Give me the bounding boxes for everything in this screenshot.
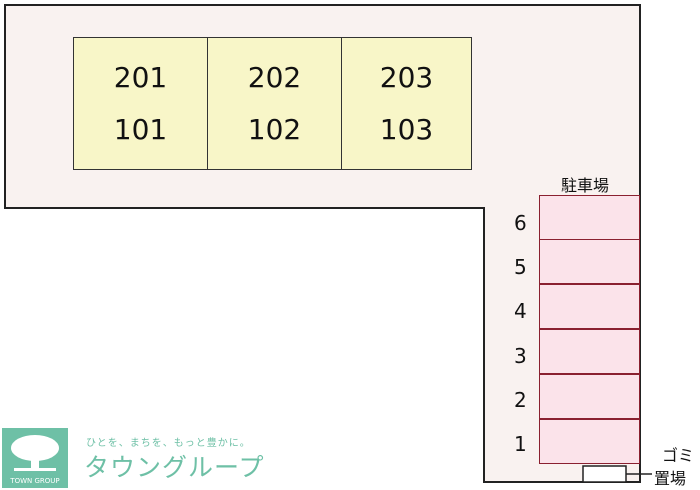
garbage-label-2: 置場 [654, 469, 687, 488]
garbage-label-1: ゴミ [662, 446, 695, 465]
parking-space [539, 419, 640, 464]
parking-number: 6 [514, 211, 527, 235]
parking-number: 1 [514, 432, 527, 456]
parking-space [539, 195, 640, 240]
parking-label: 駐車場 [561, 176, 610, 195]
unit-number: 103 [379, 112, 434, 146]
parking-space [539, 329, 640, 374]
unit-number: 101 [113, 112, 168, 146]
town-group-logo: TOWN GROUP [2, 428, 68, 488]
building-unit: 202 102 [207, 37, 342, 170]
parking-space [539, 284, 640, 329]
unit-number: 102 [247, 112, 302, 146]
parking-number: 5 [514, 255, 527, 279]
parking-number: 2 [514, 388, 527, 412]
unit-number: 202 [247, 60, 302, 94]
tagline: ひとを、まちを、もっと豊かに。 [86, 438, 251, 449]
garbage-area [582, 465, 627, 483]
unit-number: 203 [379, 60, 434, 94]
parking-number: 4 [514, 299, 527, 323]
brand-name: タウングループ [84, 453, 265, 482]
unit-number: 201 [113, 60, 168, 94]
building-unit: 201 101 [73, 37, 208, 170]
building-unit: 203 103 [341, 37, 472, 170]
logo-text: TOWN GROUP [10, 477, 60, 485]
parking-number: 3 [514, 344, 527, 368]
parking-space [539, 374, 640, 419]
parking-space [539, 239, 640, 284]
tree-icon [11, 435, 59, 471]
